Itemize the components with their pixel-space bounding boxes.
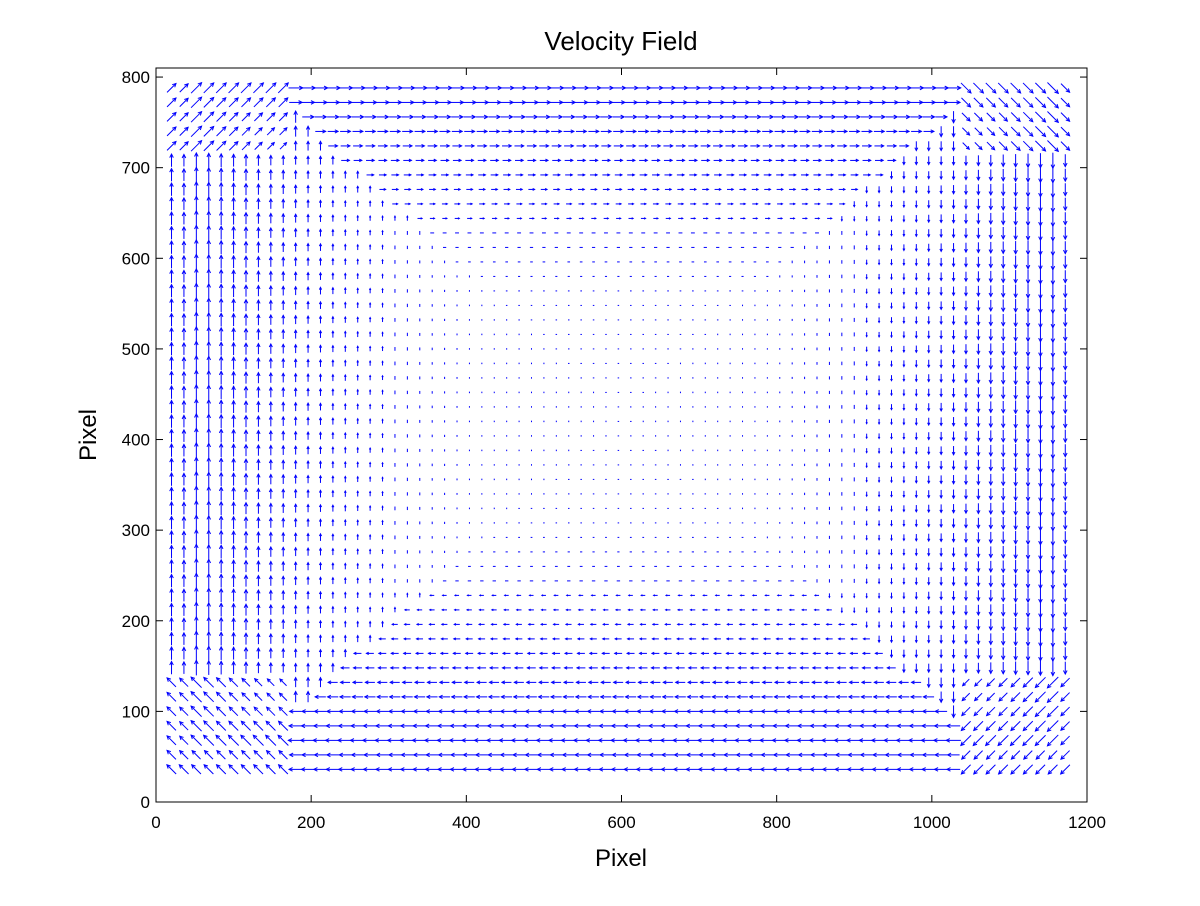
velocity-arrowhead [790,595,791,596]
velocity-arrowhead [407,593,408,594]
velocity-arrowhead [529,595,530,596]
velocity-arrowhead [678,595,679,596]
velocity-arrowhead [567,595,568,596]
velocity-arrowhead [430,595,431,596]
velocity-arrowhead [654,595,655,596]
velocity-arrowhead [716,595,717,596]
velocity-arrowhead [753,595,754,596]
velocity-arrowhead [419,593,420,594]
velocity-arrowhead [629,595,630,596]
velocity-arrowhead [741,595,742,596]
velocity-arrowhead [841,596,842,597]
velocity-arrowhead [554,595,555,596]
velocity-arrowhead [728,595,729,596]
velocity-arrowhead [542,595,543,596]
velocity-arrowhead [616,595,617,596]
velocity-arrowhead [666,595,667,596]
velocity-arrowhead [765,595,766,596]
velocity-arrowhead [394,593,395,594]
velocity-arrowhead [854,596,855,597]
velocity-arrowhead [505,595,506,596]
velocity-arrowhead [443,595,444,596]
velocity-arrowhead [492,595,493,596]
velocity-arrowhead [641,595,642,596]
velocity-arrowhead [703,595,704,596]
velocity-arrowhead [592,595,593,596]
velocity-arrowhead [778,595,779,596]
velocity-arrowhead [455,595,456,596]
velocity-arrowhead [815,595,816,596]
velocity-arrowhead [803,595,804,596]
velocity-arrowhead [517,595,518,596]
velocity-arrowhead [467,595,468,596]
velocity-arrowhead [691,595,692,596]
velocity-arrowhead [604,595,605,596]
velocity-arrowhead [579,595,580,596]
velocity-arrowhead [480,595,481,596]
velocity-arrowhead [829,596,830,597]
